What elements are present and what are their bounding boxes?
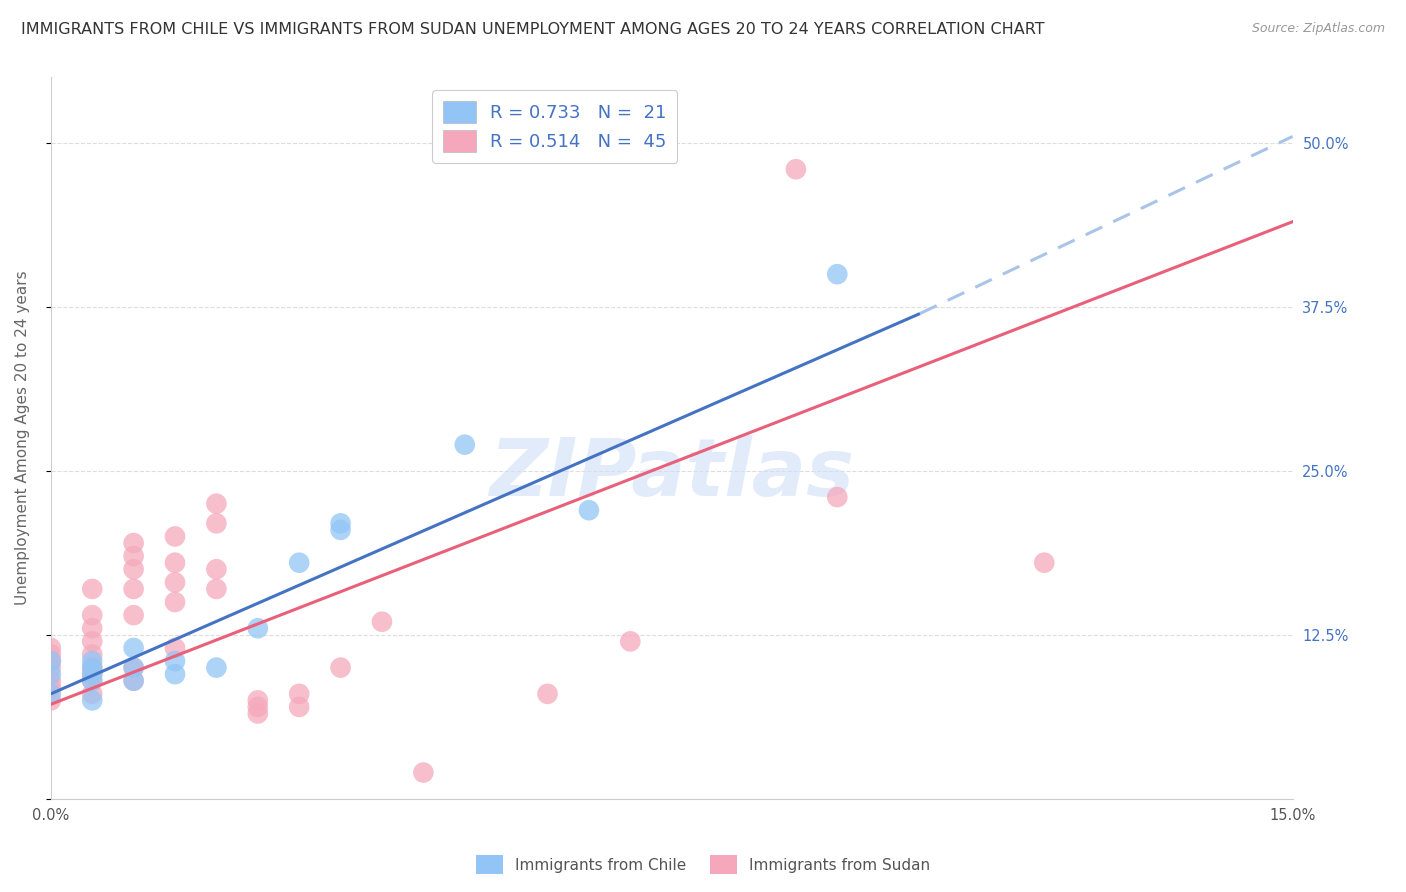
Point xyxy=(371,615,394,629)
Point xyxy=(122,640,145,655)
Point xyxy=(82,667,104,681)
Y-axis label: Unemployment Among Ages 20 to 24 years: Unemployment Among Ages 20 to 24 years xyxy=(15,271,30,606)
Point xyxy=(39,654,62,668)
Legend: Immigrants from Chile, Immigrants from Sudan: Immigrants from Chile, Immigrants from S… xyxy=(470,849,936,880)
Point xyxy=(82,582,104,596)
Point xyxy=(205,497,228,511)
Point xyxy=(82,621,104,635)
Point xyxy=(412,765,434,780)
Point xyxy=(205,582,228,596)
Point xyxy=(163,640,186,655)
Point xyxy=(246,621,269,635)
Point xyxy=(122,660,145,674)
Point xyxy=(82,687,104,701)
Point xyxy=(785,162,807,177)
Point xyxy=(205,660,228,674)
Point xyxy=(122,660,145,674)
Point xyxy=(39,680,62,694)
Point xyxy=(122,608,145,623)
Point xyxy=(122,582,145,596)
Point xyxy=(329,660,352,674)
Point xyxy=(329,523,352,537)
Point xyxy=(205,562,228,576)
Point xyxy=(827,267,849,281)
Point xyxy=(82,660,104,674)
Point xyxy=(246,706,269,721)
Point xyxy=(122,562,145,576)
Point xyxy=(619,634,641,648)
Point xyxy=(39,640,62,655)
Point xyxy=(82,667,104,681)
Point xyxy=(39,648,62,662)
Point xyxy=(82,693,104,707)
Point xyxy=(288,556,311,570)
Text: ZIPatlas: ZIPatlas xyxy=(489,435,855,513)
Point xyxy=(39,673,62,688)
Point xyxy=(163,529,186,543)
Point xyxy=(39,693,62,707)
Point xyxy=(82,660,104,674)
Point xyxy=(82,654,104,668)
Point xyxy=(205,516,228,531)
Point xyxy=(82,673,104,688)
Point xyxy=(82,608,104,623)
Point xyxy=(163,556,186,570)
Point xyxy=(39,654,62,668)
Text: Source: ZipAtlas.com: Source: ZipAtlas.com xyxy=(1251,22,1385,36)
Point xyxy=(827,490,849,504)
Point xyxy=(1033,556,1056,570)
Point xyxy=(122,536,145,550)
Point xyxy=(288,700,311,714)
Point xyxy=(578,503,600,517)
Point xyxy=(163,595,186,609)
Point xyxy=(288,687,311,701)
Point xyxy=(82,648,104,662)
Text: IMMIGRANTS FROM CHILE VS IMMIGRANTS FROM SUDAN UNEMPLOYMENT AMONG AGES 20 TO 24 : IMMIGRANTS FROM CHILE VS IMMIGRANTS FROM… xyxy=(21,22,1045,37)
Point xyxy=(122,549,145,563)
Point xyxy=(122,673,145,688)
Point xyxy=(39,687,62,701)
Point xyxy=(82,673,104,688)
Point xyxy=(329,516,352,531)
Point xyxy=(454,437,477,451)
Point xyxy=(82,634,104,648)
Point xyxy=(246,700,269,714)
Point xyxy=(246,693,269,707)
Point xyxy=(39,660,62,674)
Point xyxy=(163,654,186,668)
Point xyxy=(163,667,186,681)
Point xyxy=(536,687,558,701)
Legend: R = 0.733   N =  21, R = 0.514   N =  45: R = 0.733 N = 21, R = 0.514 N = 45 xyxy=(433,90,678,163)
Point xyxy=(39,667,62,681)
Point xyxy=(122,673,145,688)
Point xyxy=(163,575,186,590)
